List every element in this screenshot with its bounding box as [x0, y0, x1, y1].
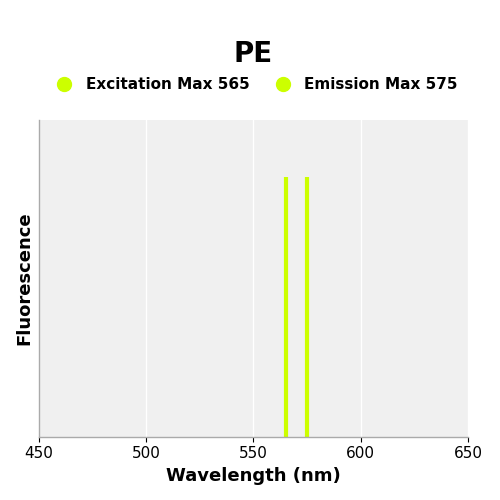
Title: PE: PE	[234, 40, 273, 68]
X-axis label: Wavelength (nm): Wavelength (nm)	[166, 467, 340, 485]
Legend: Excitation Max 565, Emission Max 575: Excitation Max 565, Emission Max 575	[43, 71, 464, 98]
Y-axis label: Fluorescence: Fluorescence	[15, 212, 33, 346]
